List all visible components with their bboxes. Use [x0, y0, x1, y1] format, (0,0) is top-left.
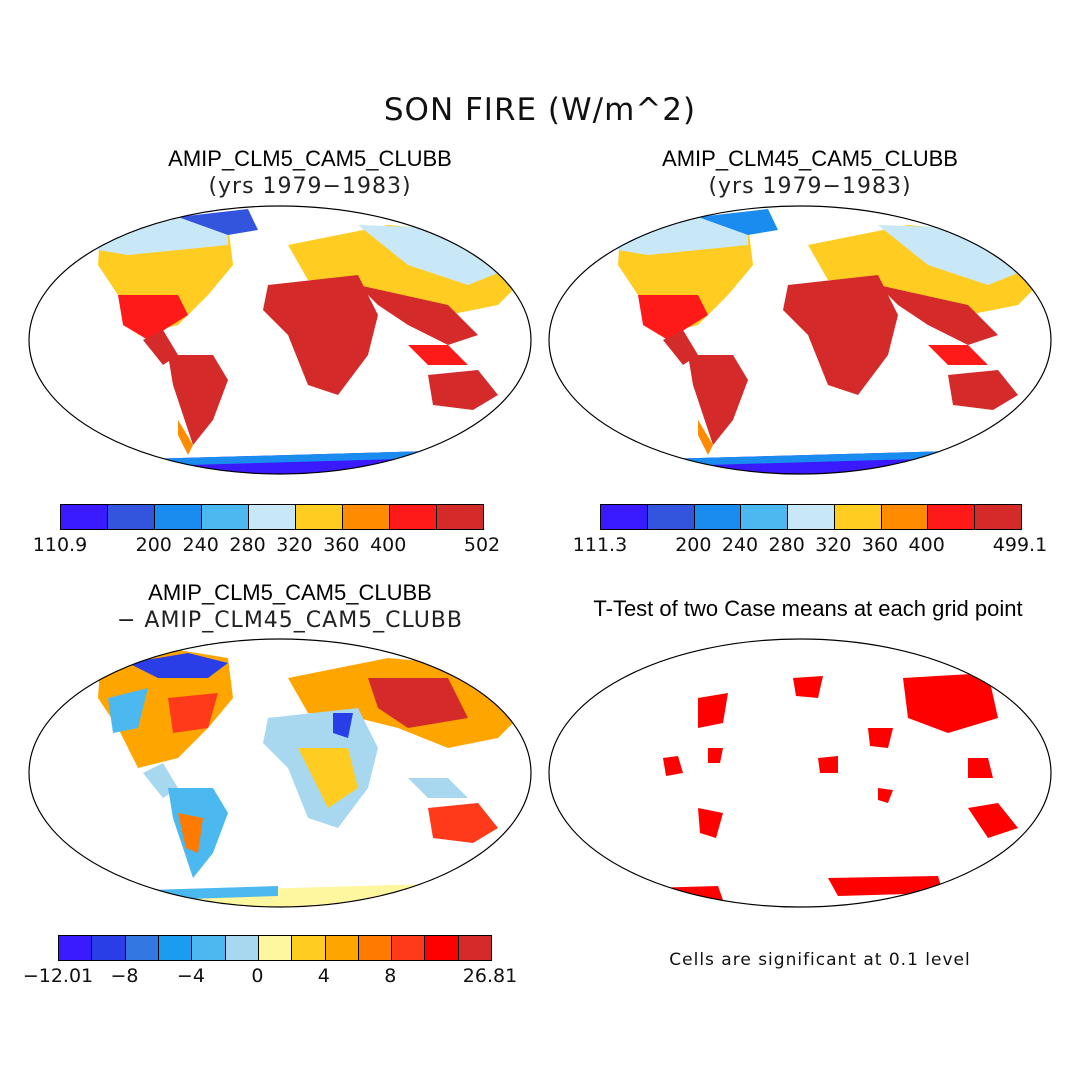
colorbar-swatch — [296, 505, 343, 529]
colorbar-tick-label: 200 — [135, 534, 172, 556]
colorbar-swatch — [458, 936, 492, 960]
figure-title: SON FIRE (W/m^2) — [383, 92, 697, 128]
colorbar-swatch — [343, 505, 390, 529]
colorbar-swatch — [741, 505, 789, 529]
colorbar-swatch — [437, 505, 483, 529]
colorbar-swatch — [292, 936, 326, 960]
panel1-title: AMIP_CLM5_CAM5_CLUBB — [168, 146, 452, 171]
colorbar-tick-label: 110.9 — [32, 534, 88, 556]
colorbar-swatch — [61, 505, 108, 529]
colorbar-tick-label: 280 — [229, 534, 266, 556]
colorbar-swatch — [258, 936, 293, 960]
panel2-subtitle: (yrs 1979−1983) — [708, 174, 912, 199]
panel2-title: AMIP_CLM45_CAM5_CLUBB — [662, 146, 958, 171]
panel4-title: T-Test of two Case means at each grid po… — [593, 596, 1023, 621]
panel4-map — [548, 638, 1052, 908]
panel3-subtitle: − AMIP_CLM45_CAM5_CLUBB — [116, 608, 463, 633]
colorbar-tick-label: 8 — [384, 965, 397, 987]
colorbar-tick-label: −8 — [110, 965, 139, 987]
colorbar-swatch — [192, 936, 226, 960]
colorbar-tick-label: 0 — [251, 965, 264, 987]
colorbar-tick-label: 280 — [768, 534, 805, 556]
colorbar-swatch — [694, 505, 742, 529]
colorbar-tick-label: 4 — [317, 965, 330, 987]
colorbar-tick-label: 320 — [276, 534, 313, 556]
colorbar-swatch — [249, 505, 296, 529]
colorbar-swatch — [325, 936, 359, 960]
panel2-colorbar — [600, 504, 1022, 530]
panel1-map — [28, 205, 532, 475]
colorbar-tick-label: 240 — [182, 534, 219, 556]
colorbar-swatch — [928, 505, 976, 529]
colorbar-swatch — [834, 505, 882, 529]
colorbar-swatch — [425, 936, 459, 960]
colorbar-swatch — [158, 936, 193, 960]
colorbar-tick-label: −4 — [176, 965, 205, 987]
panel3-colorbar — [58, 935, 492, 961]
colorbar-tick-label: 502 — [463, 534, 501, 556]
colorbar-swatch — [202, 505, 249, 529]
colorbar-swatch — [881, 505, 929, 529]
colorbar-tick-label: 499.1 — [992, 534, 1048, 556]
colorbar-swatch — [225, 936, 259, 960]
colorbar-swatch — [392, 936, 426, 960]
colorbar-swatch — [59, 936, 93, 960]
colorbar-swatch — [788, 505, 835, 529]
colorbar-tick-label: 360 — [323, 534, 360, 556]
colorbar-swatch — [601, 505, 648, 529]
colorbar-tick-label: 400 — [908, 534, 945, 556]
significance-note: Cells are significant at 0.1 level — [669, 950, 971, 970]
colorbar-swatch — [125, 936, 159, 960]
colorbar-swatch — [647, 505, 695, 529]
colorbar-swatch — [358, 936, 393, 960]
colorbar-tick-label: 111.3 — [572, 534, 628, 556]
panel3-map — [28, 638, 532, 908]
colorbar-tick-label: 200 — [675, 534, 712, 556]
colorbar-tick-label: −12.01 — [22, 965, 94, 987]
panel1-subtitle: (yrs 1979−1983) — [208, 174, 412, 199]
colorbar-swatch — [108, 505, 155, 529]
colorbar-tick-label: 360 — [861, 534, 899, 556]
colorbar-tick-label: 400 — [370, 534, 407, 556]
panel3-title: AMIP_CLM5_CAM5_CLUBB — [148, 580, 432, 605]
panel2-map — [548, 205, 1052, 475]
panel1-colorbar — [60, 504, 484, 530]
colorbar-tick-label: 26.81 — [462, 965, 518, 987]
colorbar-swatch — [92, 936, 126, 960]
colorbar-swatch — [390, 505, 437, 529]
colorbar-swatch — [975, 505, 1022, 529]
colorbar-tick-label: 240 — [721, 534, 759, 556]
colorbar-tick-label: 320 — [815, 534, 852, 556]
colorbar-swatch — [155, 505, 202, 529]
